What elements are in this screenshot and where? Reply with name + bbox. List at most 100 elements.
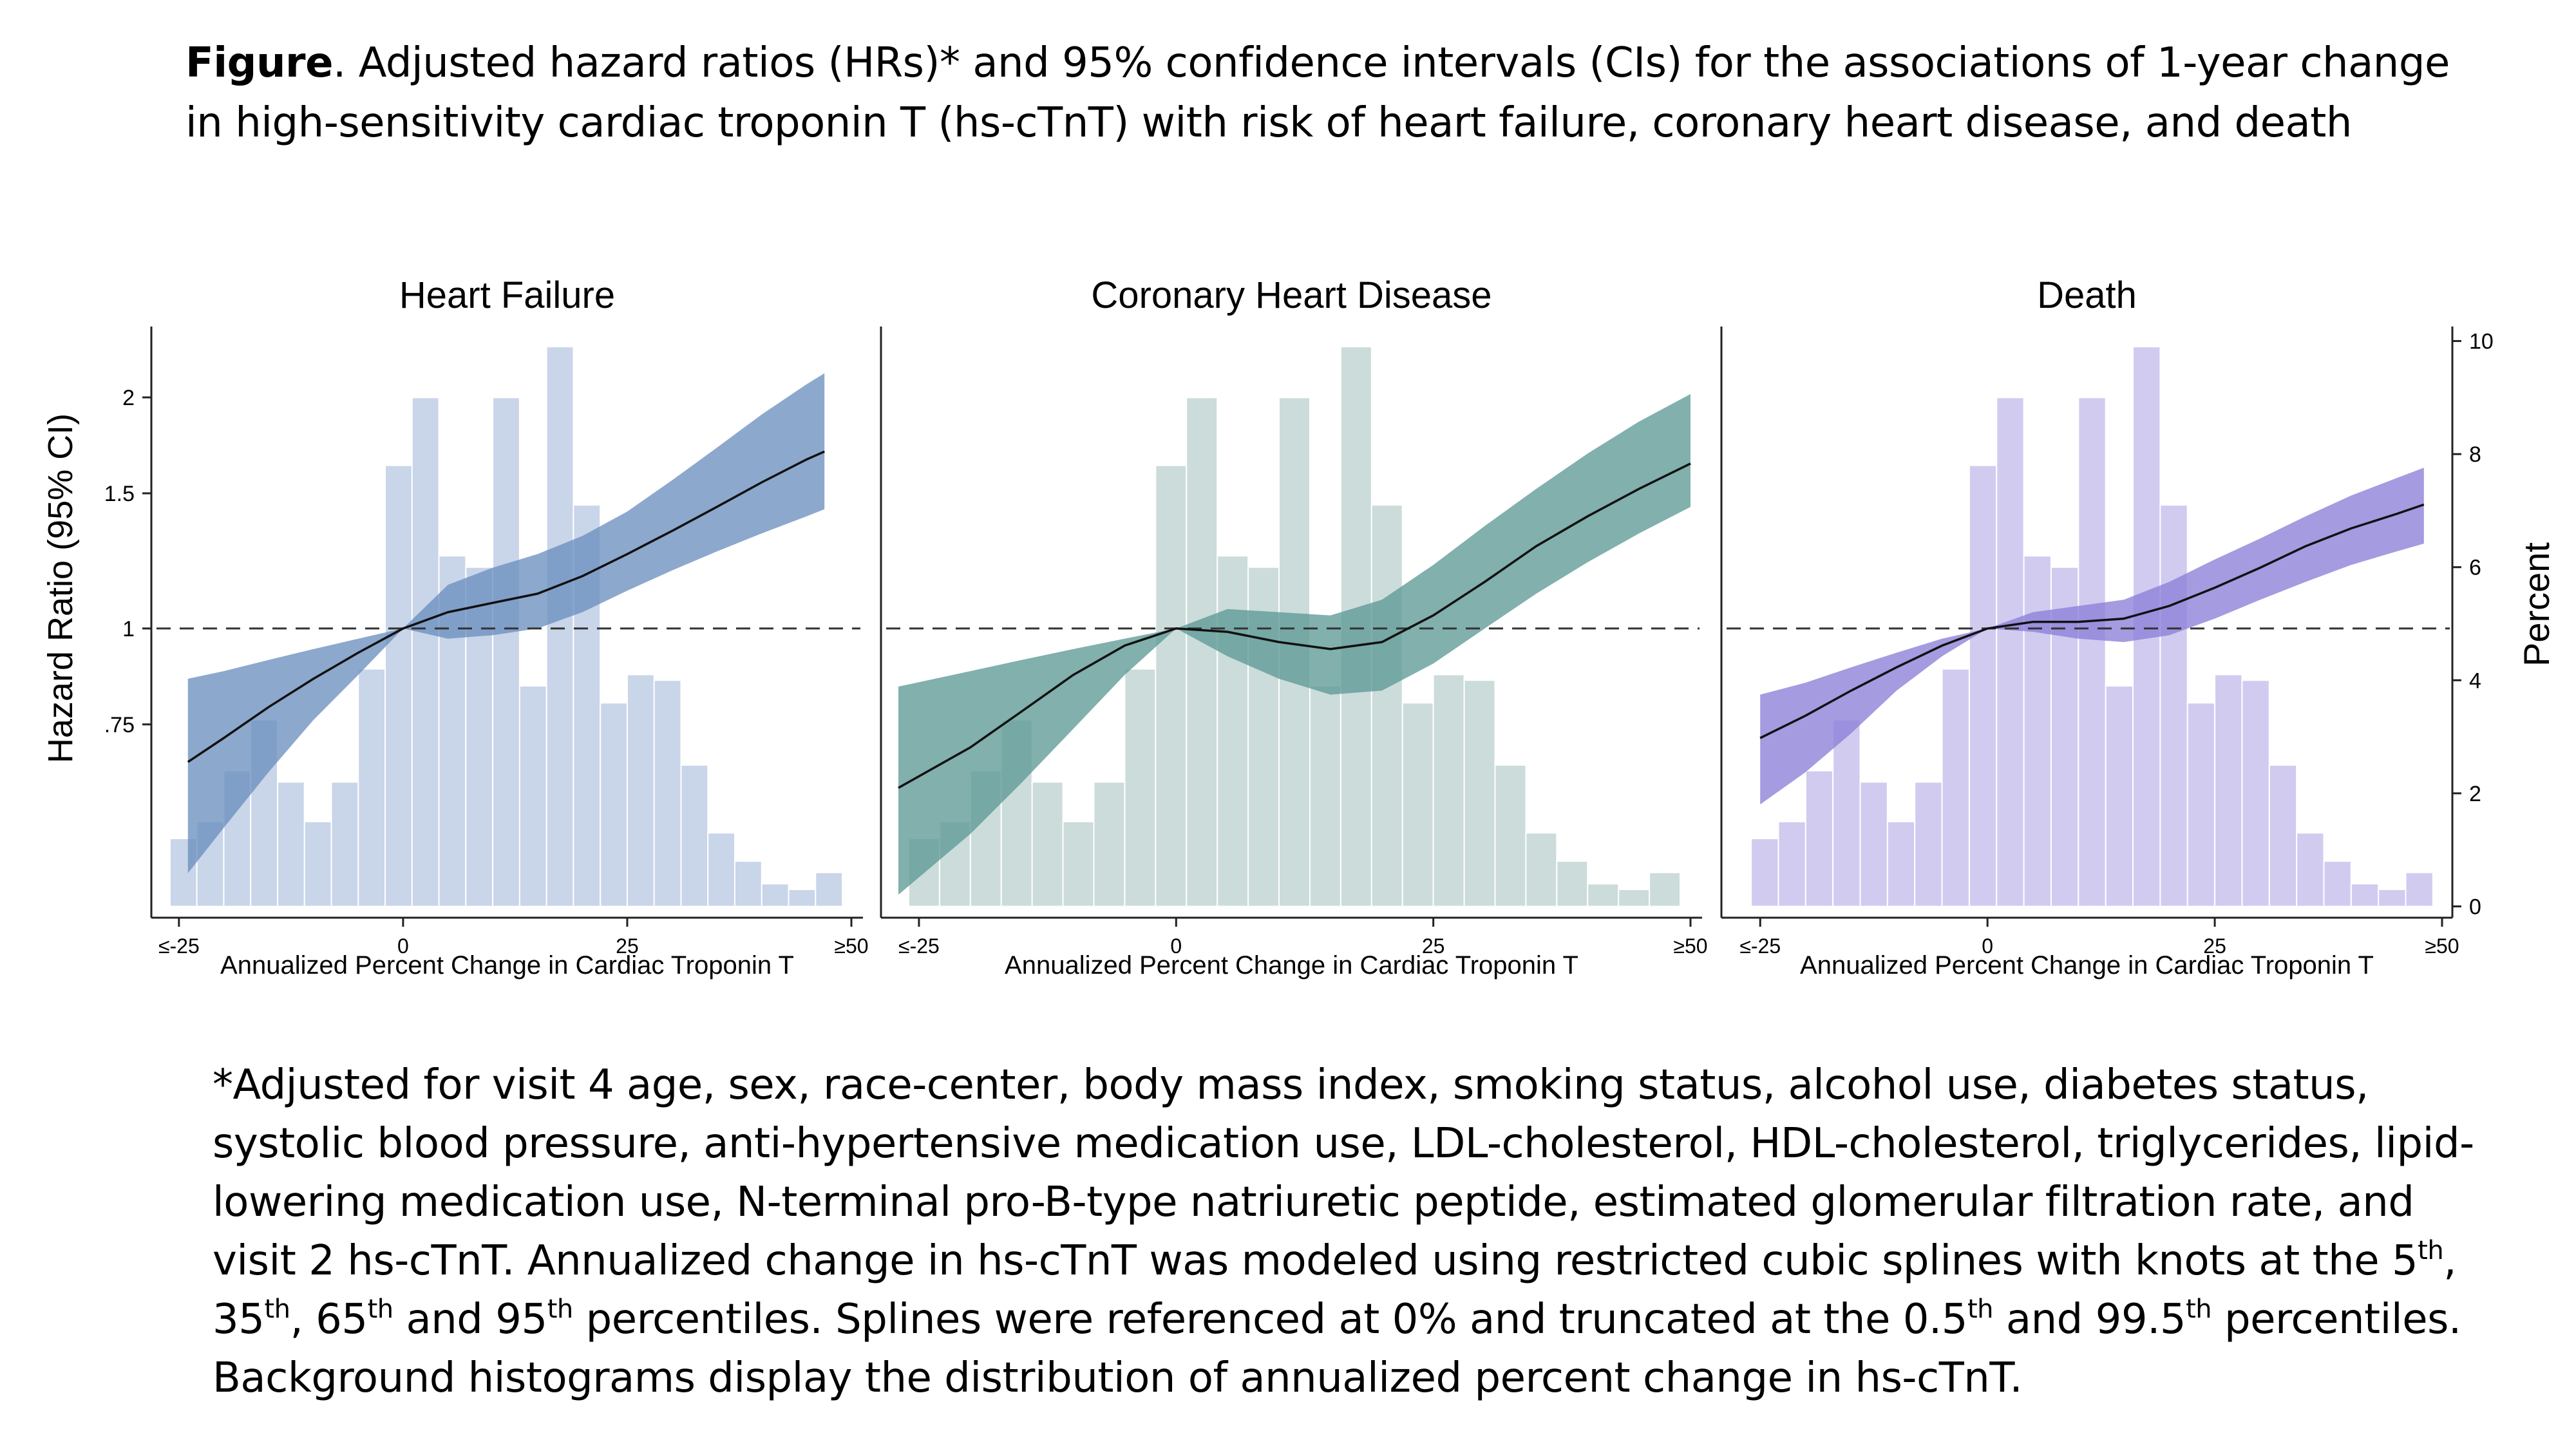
x-axis-label: Annualized Percent Change in Cardiac Tro… bbox=[1005, 951, 1578, 980]
x-tick-label: ≥50 bbox=[1673, 934, 1707, 958]
hazard-ratio-line bbox=[1759, 503, 2425, 739]
x-tick-label: ≥50 bbox=[2425, 934, 2459, 958]
histogram-bar bbox=[276, 781, 305, 907]
histogram-bar bbox=[1886, 820, 1916, 907]
panel-title: Death bbox=[2037, 274, 2137, 316]
histogram-bar bbox=[1777, 820, 1806, 907]
caption-text: . Adjusted hazard ratios (HRs)* and 95% … bbox=[185, 39, 2450, 147]
y-tick-label: .75 bbox=[104, 713, 135, 737]
footnote-text-4: and 95 bbox=[393, 1296, 548, 1343]
histogram-bar bbox=[384, 464, 413, 907]
x-tick-label: 0 bbox=[397, 934, 409, 958]
histogram-bar bbox=[1525, 832, 1558, 907]
histogram-bar bbox=[1155, 464, 1188, 907]
histogram-bar bbox=[1649, 871, 1681, 907]
histogram-bar bbox=[1432, 674, 1465, 907]
right-tick-label: 10 bbox=[2469, 330, 2494, 354]
histogram-bar bbox=[626, 674, 655, 907]
histogram-bar bbox=[492, 397, 520, 907]
hazard-ratio-line bbox=[187, 450, 825, 763]
right-tick-label: 0 bbox=[2469, 895, 2481, 919]
histogram-bar bbox=[411, 397, 440, 907]
histogram-bar bbox=[2159, 504, 2188, 907]
panel-title: Heart Failure bbox=[399, 274, 615, 316]
histogram-bar bbox=[1556, 860, 1589, 907]
figure-caption: Figure. Adjusted hazard ratios (HRs)* an… bbox=[185, 33, 2478, 153]
footnote-text-2: , 35 bbox=[213, 1237, 2457, 1343]
histogram-bar bbox=[2105, 685, 2134, 907]
histogram-bar bbox=[1587, 883, 1620, 907]
histogram-bar bbox=[1062, 820, 1095, 907]
chart-panel-2: Coronary Heart Disease ≤-25 0 25 ≥50 Annualiz… bbox=[880, 274, 1708, 980]
footnote-sup-3: th bbox=[367, 1294, 394, 1324]
histogram-bar bbox=[1031, 781, 1064, 907]
histogram-bar bbox=[1124, 668, 1157, 907]
histogram-bar bbox=[2378, 889, 2407, 907]
footnote-text-3: , 65 bbox=[290, 1296, 368, 1343]
histogram-bar bbox=[2296, 832, 2325, 907]
figure-charts: Heart Failure ≤-25 0 25 ≥50 Annualized Percen… bbox=[41, 274, 2557, 980]
confidence-band bbox=[187, 373, 825, 873]
footnote-sup-2: th bbox=[264, 1294, 290, 1324]
histogram-bar bbox=[653, 679, 682, 907]
histogram-bar bbox=[1186, 397, 1218, 907]
right-tick-label: 8 bbox=[2469, 442, 2481, 467]
x-axis-label: Annualized Percent Change in Cardiac Tro… bbox=[1800, 951, 2374, 980]
footnote-text-1: *Adjusted for visit 4 age, sex, race-cen… bbox=[213, 1061, 2474, 1285]
histogram-bar bbox=[1996, 397, 2025, 907]
x-tick-label: 25 bbox=[1422, 934, 1445, 958]
histogram-bar bbox=[761, 883, 790, 907]
histogram-bar bbox=[1370, 504, 1403, 907]
figure-label: Figure bbox=[185, 39, 334, 87]
x-tick-label: 0 bbox=[1982, 934, 1993, 958]
chart-panel-3: Death ≤-25 0 25 ≥50 Annualized Percent Change… bbox=[1720, 274, 2557, 980]
histogram-bar bbox=[1750, 838, 1779, 907]
right-tick-label: 4 bbox=[2469, 668, 2481, 693]
footnote-sup-1: th bbox=[2418, 1236, 2444, 1265]
right-tick-label: 2 bbox=[2469, 782, 2481, 806]
histogram-bar bbox=[1309, 685, 1341, 907]
right-axis-label: Percent bbox=[2516, 542, 2557, 667]
histogram-bar bbox=[1463, 679, 1496, 907]
y-tick-label: 1.5 bbox=[104, 482, 135, 506]
x-tick-label: 25 bbox=[616, 934, 639, 958]
x-tick-label: ≤-25 bbox=[1739, 934, 1781, 958]
right-tick-label: 6 bbox=[2469, 556, 2481, 580]
x-tick-label: ≥50 bbox=[834, 934, 868, 958]
histogram-bar bbox=[680, 764, 709, 907]
panel-title: Coronary Heart Disease bbox=[1091, 274, 1492, 316]
footnote-text-6: and 99.5 bbox=[1993, 1296, 2186, 1343]
figure-footnote: *Adjusted for visit 4 age, sex, race-cen… bbox=[213, 1056, 2492, 1408]
histogram-bar bbox=[734, 860, 762, 907]
histogram-bar bbox=[1941, 668, 1970, 907]
histogram-bar bbox=[357, 668, 386, 907]
histogram-bar bbox=[815, 871, 844, 907]
histogram-bar bbox=[2023, 555, 2052, 907]
histogram-bar bbox=[600, 702, 628, 907]
y-tick-label: 2 bbox=[122, 386, 135, 410]
histogram-bar bbox=[1618, 889, 1651, 907]
histogram-bar bbox=[518, 685, 547, 907]
hazard-ratio-line bbox=[898, 462, 1691, 789]
histogram-bar bbox=[2186, 702, 2216, 907]
histogram-bar bbox=[1494, 764, 1527, 907]
histogram-bar bbox=[303, 820, 332, 907]
histogram-bar bbox=[1804, 770, 1834, 907]
histogram-bar bbox=[2350, 883, 2380, 907]
confidence-band bbox=[1760, 468, 2424, 805]
histogram-bar bbox=[1832, 719, 1861, 907]
histogram-bar bbox=[2241, 679, 2270, 907]
histogram-bar bbox=[1217, 555, 1249, 907]
histogram-bar bbox=[707, 832, 736, 907]
histogram-bar bbox=[1401, 702, 1434, 907]
histogram-bar bbox=[2268, 764, 2298, 907]
x-tick-label: ≤-25 bbox=[898, 934, 940, 958]
histogram-bar bbox=[545, 346, 574, 907]
histogram-bar bbox=[2214, 674, 2243, 907]
histogram-bar bbox=[2323, 860, 2352, 907]
x-tick-label: 25 bbox=[2203, 934, 2226, 958]
x-axis-label: Annualized Percent Change in Cardiac Tro… bbox=[220, 951, 794, 980]
footnote-sup-5: th bbox=[1967, 1294, 1994, 1324]
histogram-bar bbox=[2405, 871, 2434, 907]
histogram-bar bbox=[330, 781, 359, 907]
